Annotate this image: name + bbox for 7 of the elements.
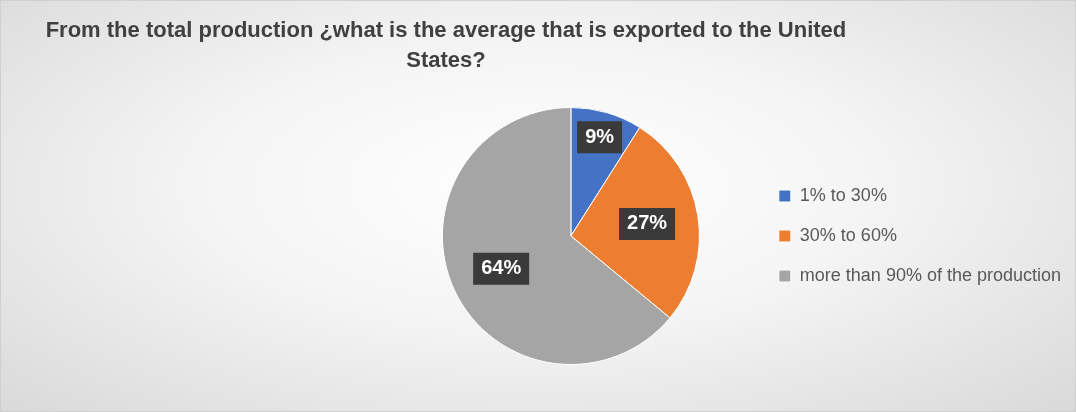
data-label: 27% <box>627 211 668 234</box>
data-label: 9% <box>585 124 615 147</box>
legend-label: 1% to 30% <box>799 184 887 205</box>
data-label: 64% <box>481 256 522 279</box>
legend-label: 30% to 60% <box>799 224 897 245</box>
chart-title: From the total production ¿what is the average that is exported to the United States? <box>44 16 848 74</box>
legend-label: more than 90% of the production <box>799 264 1061 285</box>
